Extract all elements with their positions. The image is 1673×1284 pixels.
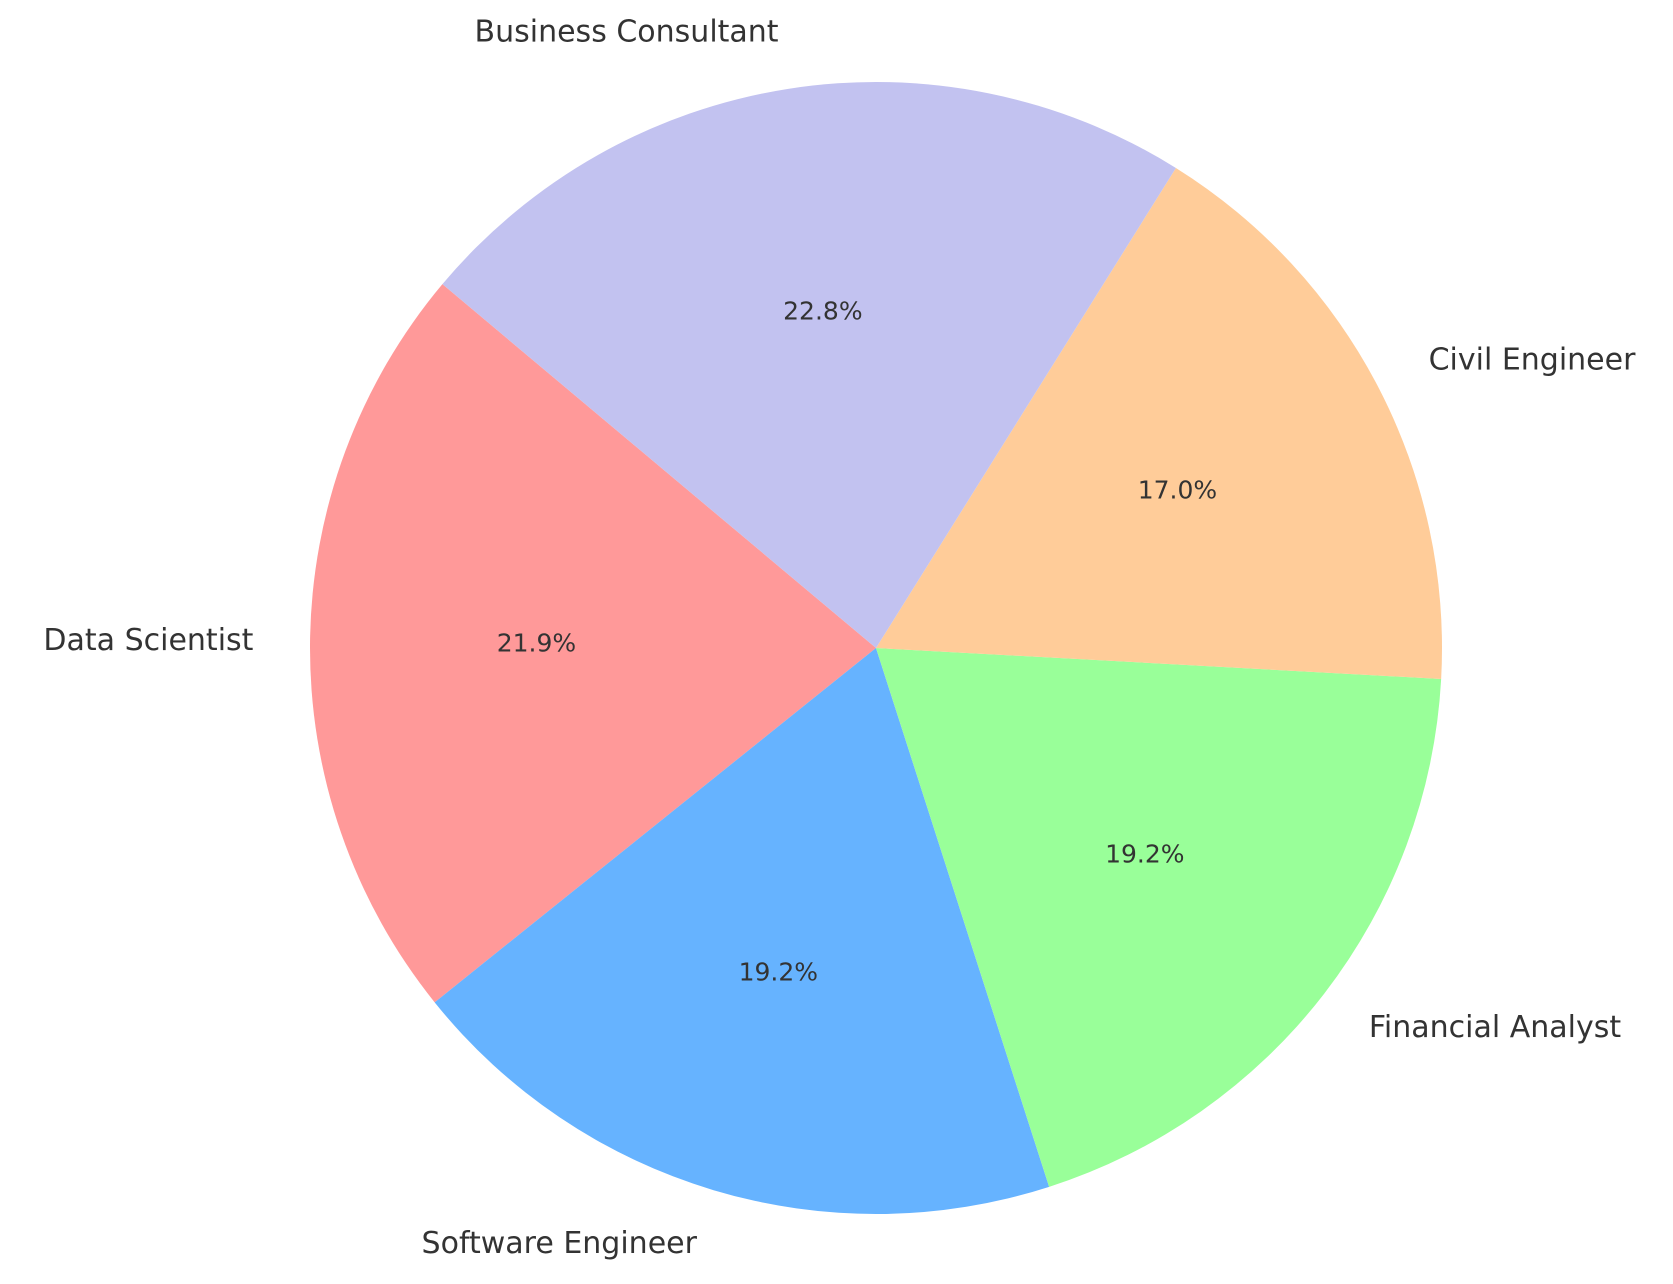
slices-layer [310,82,1442,1214]
pie-slice-financial-analyst [876,648,1442,1187]
slice-label-data-scientist: Data Scientist [43,623,253,658]
slice-label-business-consultant: Business Consultant [475,15,779,50]
pct-label-software-engineer: 19.2% [739,957,818,986]
slice-label-civil-engineer: Civil Engineer [1429,343,1637,378]
pct-label-data-scientist: 21.9% [497,628,576,657]
slice-label-software-engineer: Software Engineer [422,1226,698,1261]
pct-label-business-consultant: 22.8% [783,297,862,326]
pct-label-civil-engineer: 17.0% [1138,476,1217,505]
pct-label-financial-analyst: 19.2% [1105,839,1184,868]
pie-slice-business-consultant [442,82,1176,648]
labels-layer: Data Scientist 21.9% Software Engineer 19.2… [43,15,1636,1261]
pie-slice-data-scientist [310,284,876,1003]
pie-slice-software-engineer [434,648,1050,1214]
slice-label-financial-analyst: Financial Analyst [1369,1010,1622,1045]
pie-slice-civil-engineer [876,167,1442,679]
